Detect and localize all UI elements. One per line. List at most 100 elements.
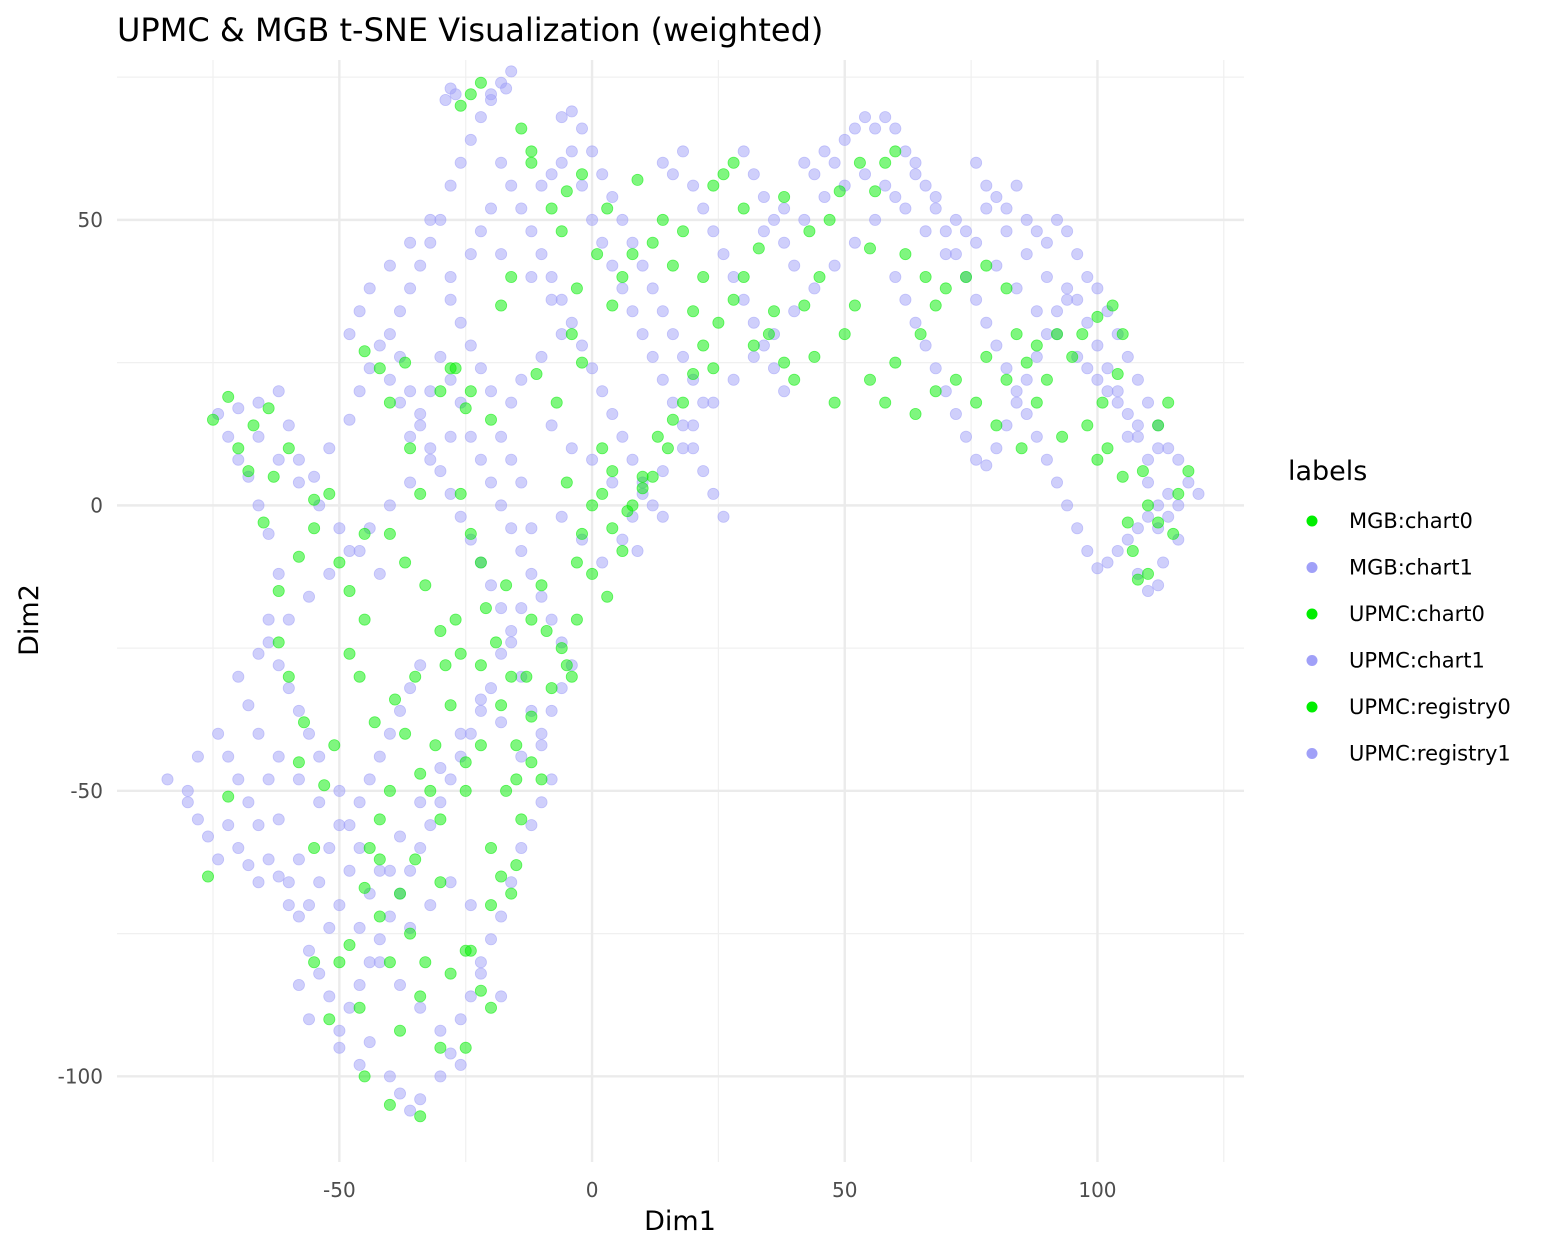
point-mgb-chart1: [393, 704, 406, 717]
point-mgb-chart1: [707, 487, 720, 500]
point-mgb-chart0: [474, 556, 487, 569]
point-mgb-chart1: [677, 419, 690, 432]
point-mgb-chart0: [899, 248, 912, 261]
point-mgb-chart1: [343, 1001, 356, 1014]
point-mgb-chart1: [1071, 293, 1084, 306]
point-mgb-chart0: [434, 385, 447, 398]
point-mgb-chart1: [1111, 545, 1124, 558]
point-mgb-chart0: [1182, 465, 1195, 478]
point-mgb-chart1: [879, 111, 892, 124]
point-mgb-chart1: [444, 487, 457, 500]
point-mgb-chart1: [1040, 236, 1053, 249]
point-mgb-chart0: [1142, 567, 1155, 580]
point-mgb-chart1: [697, 396, 710, 409]
point-mgb-chart0: [1066, 350, 1079, 363]
point-mgb-chart1: [353, 385, 366, 398]
point-mgb-chart0: [1167, 527, 1180, 540]
point-mgb-chart1: [454, 1058, 467, 1071]
point-mgb-chart1: [666, 168, 679, 181]
point-mgb-chart0: [1136, 465, 1149, 478]
point-mgb-chart1: [262, 636, 275, 649]
point-mgb-chart0: [419, 579, 432, 592]
point-mgb-chart1: [313, 876, 326, 889]
point-mgb-chart1: [252, 647, 265, 660]
point-mgb-chart0: [454, 647, 467, 660]
point-mgb-chart1: [282, 899, 295, 912]
point-mgb-chart0: [555, 642, 568, 655]
point-mgb-chart0: [677, 396, 690, 409]
point-mgb-chart0: [439, 659, 452, 672]
point-mgb-chart1: [586, 453, 599, 466]
point-mgb-chart0: [474, 659, 487, 672]
point-mgb-chart0: [424, 784, 437, 797]
point-mgb-chart1: [1142, 585, 1155, 598]
point-mgb-chart1: [939, 248, 952, 261]
point-mgb-chart1: [939, 225, 952, 238]
point-mgb-chart1: [606, 407, 619, 420]
point-mgb-chart1: [555, 156, 568, 169]
point-mgb-chart1: [586, 145, 599, 158]
point-mgb-chart1: [495, 499, 508, 512]
point-mgb-chart1: [495, 430, 508, 443]
point-mgb-chart1: [646, 499, 659, 512]
point-mgb-chart1: [464, 133, 477, 146]
point-mgb-chart1: [1040, 453, 1053, 466]
point-mgb-chart0: [358, 345, 371, 358]
point-mgb-chart0: [1116, 470, 1129, 483]
point-mgb-chart1: [929, 362, 942, 375]
point-mgb-chart0: [626, 248, 639, 261]
point-mgb-chart0: [1096, 396, 1109, 409]
point-mgb-chart1: [393, 396, 406, 409]
point-mgb-chart0: [616, 545, 629, 558]
point-mgb-chart1: [495, 910, 508, 923]
point-mgb-chart0: [525, 145, 538, 158]
point-mgb-chart1: [576, 122, 589, 135]
point-mgb-chart0: [343, 585, 356, 598]
point-mgb-chart0: [525, 710, 538, 723]
point-mgb-chart1: [242, 699, 255, 712]
point-mgb-chart1: [555, 328, 568, 341]
point-mgb-chart0: [409, 853, 422, 866]
legend-label: MGB:chart0: [1349, 509, 1473, 533]
point-mgb-chart1: [393, 1087, 406, 1100]
point-mgb-chart1: [343, 819, 356, 832]
point-mgb-chart1: [484, 202, 497, 215]
point-mgb-chart1: [343, 413, 356, 426]
point-mgb-chart0: [909, 407, 922, 420]
point-mgb-chart1: [383, 499, 396, 512]
point-mgb-chart1: [788, 305, 801, 318]
point-mgb-chart1: [212, 727, 225, 740]
point-mgb-chart0: [823, 213, 836, 226]
point-mgb-chart1: [232, 842, 245, 855]
point-mgb-chart1: [1010, 282, 1023, 295]
point-mgb-chart1: [707, 396, 720, 409]
point-mgb-chart1: [474, 225, 487, 238]
point-mgb-chart1: [808, 282, 821, 295]
point-mgb-chart0: [328, 739, 341, 752]
point-mgb-chart1: [495, 602, 508, 615]
point-mgb-chart1: [980, 459, 993, 472]
point-mgb-chart1: [818, 190, 831, 203]
point-mgb-chart0: [803, 225, 816, 238]
point-mgb-chart1: [859, 168, 872, 181]
point-mgb-chart1: [414, 1093, 427, 1106]
point-mgb-chart0: [292, 756, 305, 769]
point-mgb-chart1: [302, 899, 315, 912]
point-mgb-chart1: [757, 190, 770, 203]
point-mgb-chart1: [970, 156, 983, 169]
point-mgb-chart1: [424, 442, 437, 455]
point-mgb-chart1: [565, 442, 578, 455]
point-mgb-chart0: [621, 505, 634, 518]
point-mgb-chart1: [646, 350, 659, 363]
point-mgb-chart0: [1081, 419, 1094, 432]
point-mgb-chart0: [409, 670, 422, 683]
point-mgb-chart1: [565, 105, 578, 118]
point-mgb-chart0: [1152, 419, 1165, 432]
point-mgb-chart0: [454, 99, 467, 112]
point-mgb-chart0: [980, 259, 993, 272]
point-mgb-chart0: [520, 670, 533, 683]
point-mgb-chart0: [1142, 499, 1155, 512]
point-mgb-chart1: [1051, 476, 1064, 489]
point-mgb-chart1: [889, 122, 902, 135]
